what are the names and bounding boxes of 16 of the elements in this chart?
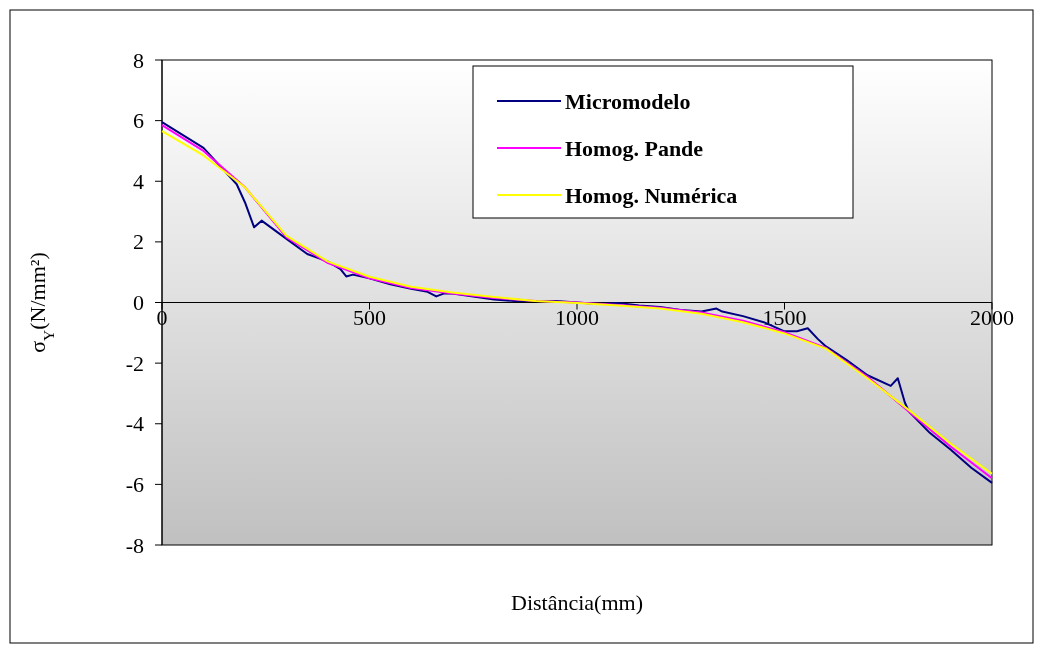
x-tick-label: 1000	[555, 304, 599, 330]
x-tick-label: 2000	[970, 304, 1014, 330]
y-tick-label: -4	[125, 411, 144, 437]
x-tick-label: 1500	[762, 304, 807, 330]
y-tick-label: 6	[133, 108, 144, 134]
y-tick-label: 4	[133, 168, 144, 194]
y-tick-label: 8	[133, 47, 144, 73]
y-tick-label: 2	[133, 229, 144, 255]
x-axis-title: Distância(mm)	[511, 590, 643, 615]
y-tick-label: -6	[125, 471, 144, 497]
legend-label: Micromodelo	[565, 88, 691, 114]
legend-label: Homog. Numérica	[565, 182, 738, 208]
legend-label: Homog. Pande	[565, 135, 704, 161]
y-tick-label: -2	[125, 350, 144, 376]
y-tick-label: -8	[125, 532, 144, 558]
x-tick-label: 500	[353, 304, 386, 330]
